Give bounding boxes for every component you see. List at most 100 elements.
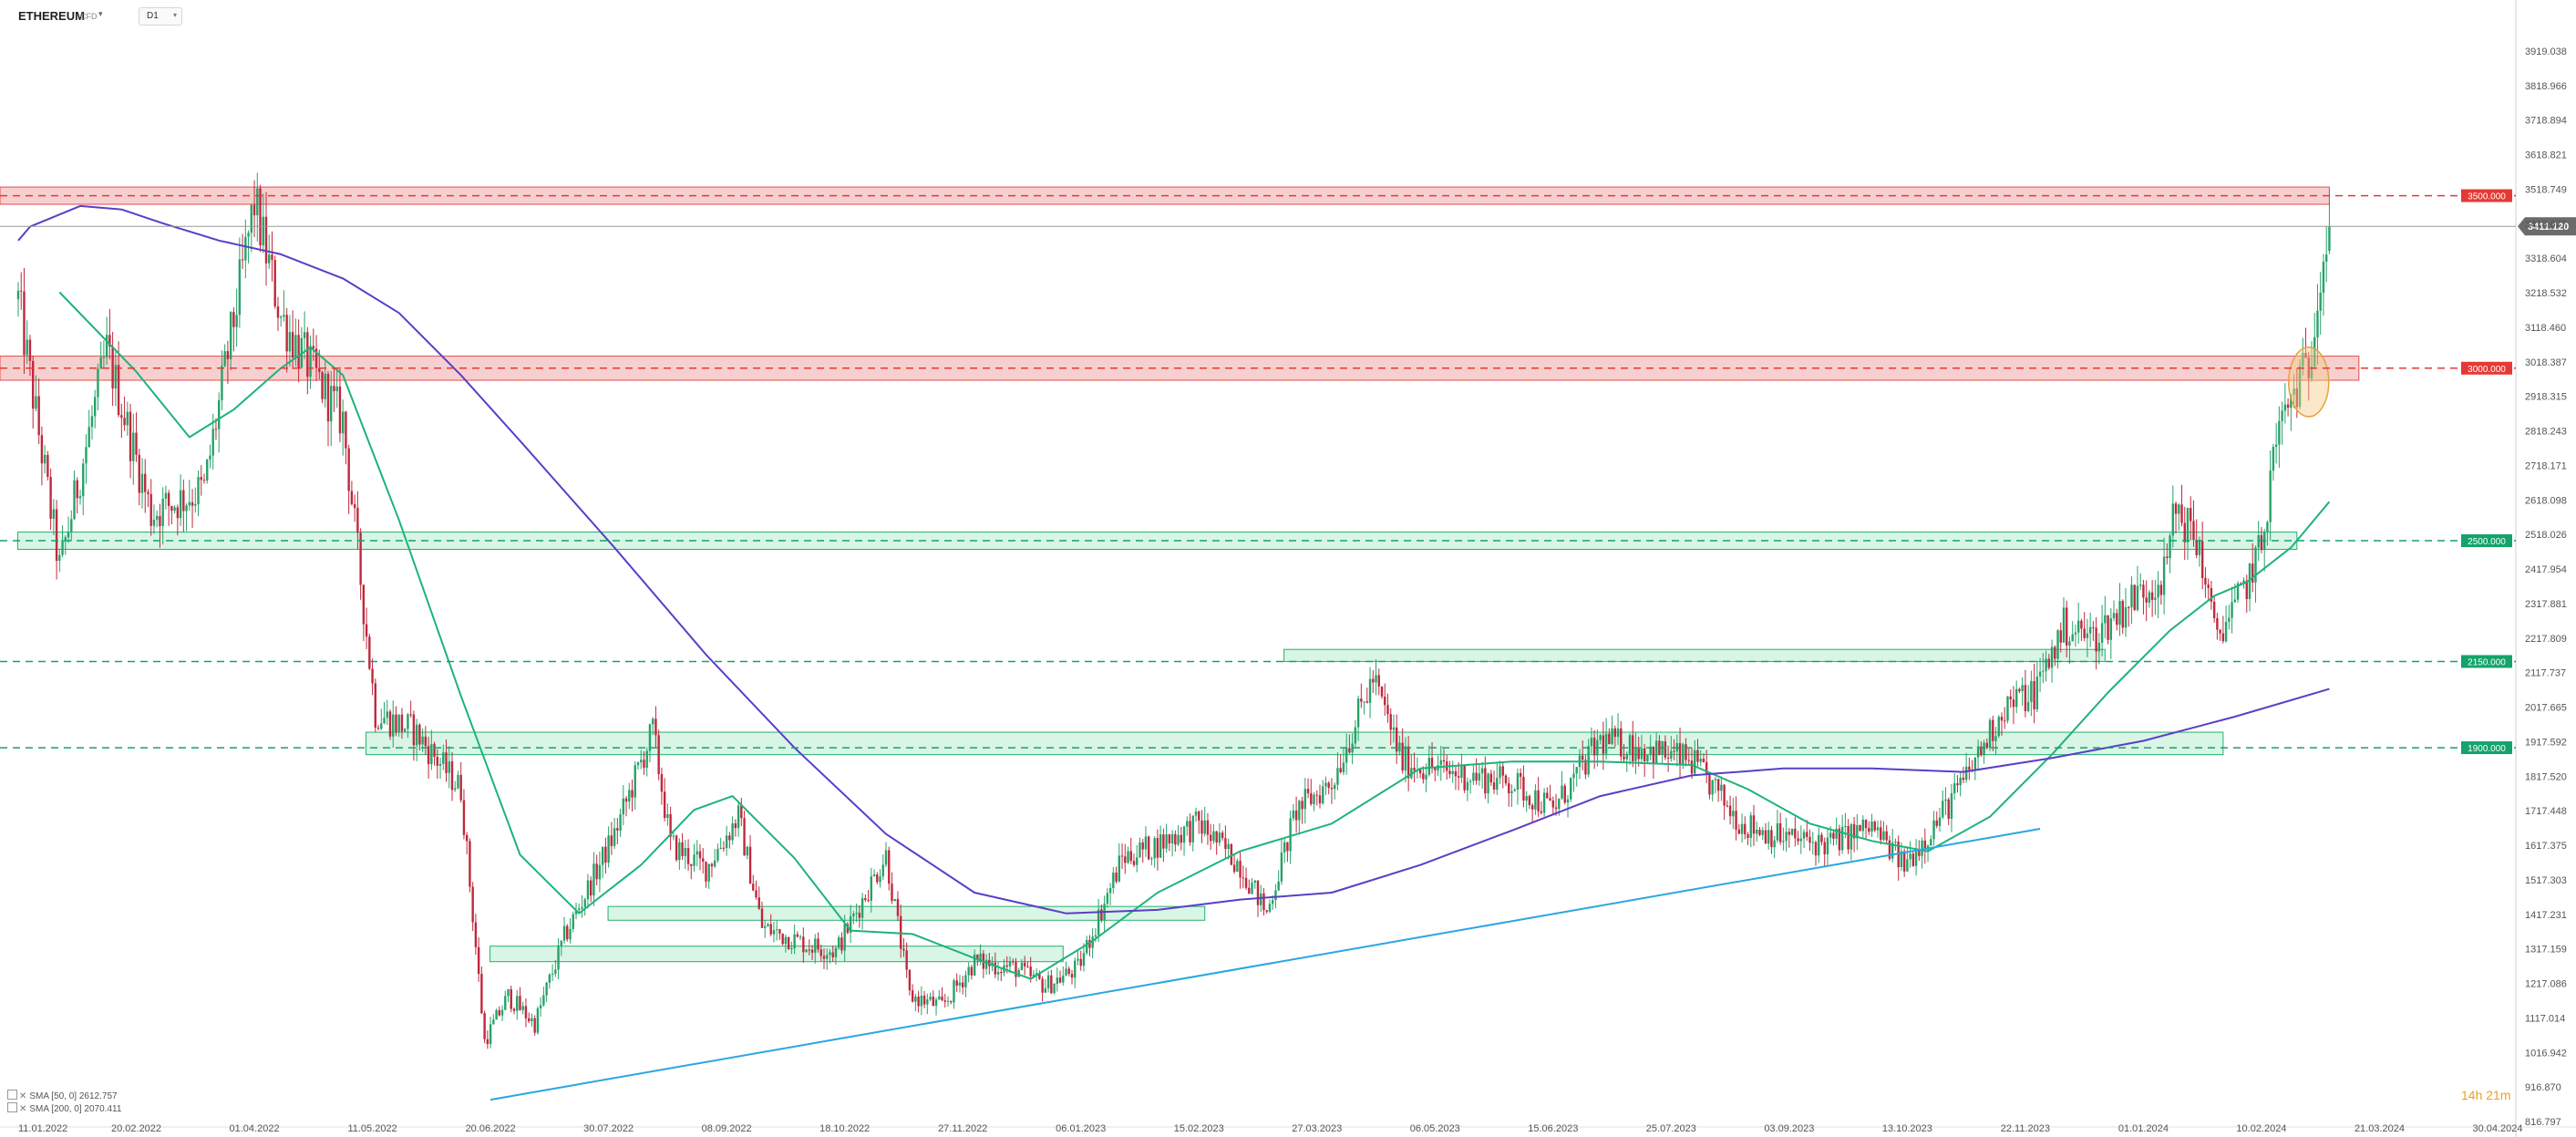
candle: [610, 835, 613, 846]
candle: [1788, 832, 1791, 835]
candle: [826, 955, 829, 959]
candle: [772, 930, 776, 935]
candle: [200, 477, 202, 481]
date-tick-label: 01.01.2024: [2118, 1123, 2169, 1134]
candle: [2026, 701, 2030, 711]
candle: [2148, 592, 2151, 603]
candle: [1256, 880, 1260, 905]
candle: [2136, 585, 2139, 610]
timeframe-select[interactable]: D1 ▾: [139, 7, 182, 26]
candle: [2157, 584, 2159, 598]
candle: [353, 504, 356, 509]
candle: [126, 411, 129, 426]
candle: [1525, 796, 1528, 801]
candle: [672, 835, 675, 837]
candle: [941, 996, 943, 1001]
symbol-name[interactable]: ETHEREUM: [18, 9, 85, 23]
candle: [2083, 628, 2086, 638]
candle: [2204, 577, 2207, 585]
candle: [799, 936, 802, 938]
price-tick-label: 2117.737: [2525, 668, 2566, 679]
candle: [1112, 872, 1115, 888]
close-icon[interactable]: ✕: [19, 1091, 27, 1101]
candle: [1778, 822, 1782, 842]
candle: [1690, 760, 1694, 774]
candle: [1097, 909, 1100, 935]
candle: [1870, 822, 1873, 832]
date-tick-label: 01.04.2022: [230, 1123, 280, 1134]
candle: [1726, 805, 1729, 807]
symbol-dropdown-icon[interactable]: ▾: [98, 9, 103, 18]
candle: [1714, 779, 1717, 780]
candle: [324, 373, 326, 399]
candle: [817, 938, 819, 950]
candle: [1230, 843, 1233, 865]
candle: [1664, 741, 1667, 758]
candle: [1592, 738, 1596, 756]
candle: [206, 460, 209, 481]
candle: [2012, 699, 2015, 708]
candle: [76, 480, 78, 499]
candle: [1324, 782, 1327, 787]
candle: [1696, 749, 1699, 762]
candle: [757, 897, 760, 909]
candle: [1678, 743, 1682, 765]
candle: [814, 938, 817, 953]
candle: [197, 477, 200, 504]
candle: [1191, 815, 1194, 842]
breakout-highlight: [2288, 346, 2330, 418]
legend-sma200[interactable]: ✕ SMA [200, 0] 2070.411: [7, 1102, 121, 1114]
support-trendline: [489, 828, 2041, 1101]
candle: [1348, 748, 1351, 753]
date-tick-label: 11.01.2022: [18, 1123, 67, 1134]
candle: [438, 763, 442, 766]
candle: [1365, 701, 1369, 703]
price-tick-label: 1917.592: [2525, 737, 2567, 748]
legend-sma50[interactable]: ✕ SMA [50, 0] 2612.757: [7, 1090, 118, 1101]
candle: [102, 357, 106, 358]
candle: [2328, 226, 2331, 252]
candle: [2059, 630, 2062, 643]
candle: [1820, 834, 1823, 842]
candle: [312, 346, 315, 349]
candle: [291, 332, 294, 358]
candle: [85, 447, 88, 464]
candle: [767, 924, 769, 926]
candle: [881, 864, 884, 877]
candle: [1375, 675, 1377, 683]
candle: [1670, 750, 1673, 759]
close-icon[interactable]: ✕: [19, 1104, 27, 1114]
candle: [140, 473, 144, 493]
candle: [2062, 607, 2066, 643]
candle: [90, 416, 94, 428]
candle: [492, 1019, 495, 1025]
legend-swatch-icon: [7, 1090, 17, 1100]
candle: [474, 922, 478, 947]
candle: [569, 928, 572, 940]
candle: [1794, 828, 1797, 839]
candle: [1947, 799, 1950, 819]
candle: [1944, 799, 1947, 801]
candle: [1427, 758, 1431, 775]
candle: [2047, 658, 2051, 668]
candle: [188, 501, 191, 506]
candle: [2121, 601, 2124, 628]
candle: [1654, 740, 1658, 764]
candle: [1058, 977, 1062, 983]
candle: [403, 729, 407, 732]
candle: [1012, 961, 1015, 963]
candle: [1430, 758, 1434, 769]
candle: [2313, 336, 2316, 367]
candle: [1508, 783, 1510, 793]
candle: [179, 490, 182, 519]
candle: [1740, 823, 1744, 834]
candle: [690, 863, 693, 866]
candle: [226, 351, 230, 359]
candle: [2171, 503, 2175, 536]
candle: [631, 790, 634, 798]
candle: [1215, 831, 1218, 843]
candle: [663, 791, 666, 819]
price-tick-label: 3418.677: [2525, 219, 2567, 230]
candle: [2210, 587, 2213, 602]
